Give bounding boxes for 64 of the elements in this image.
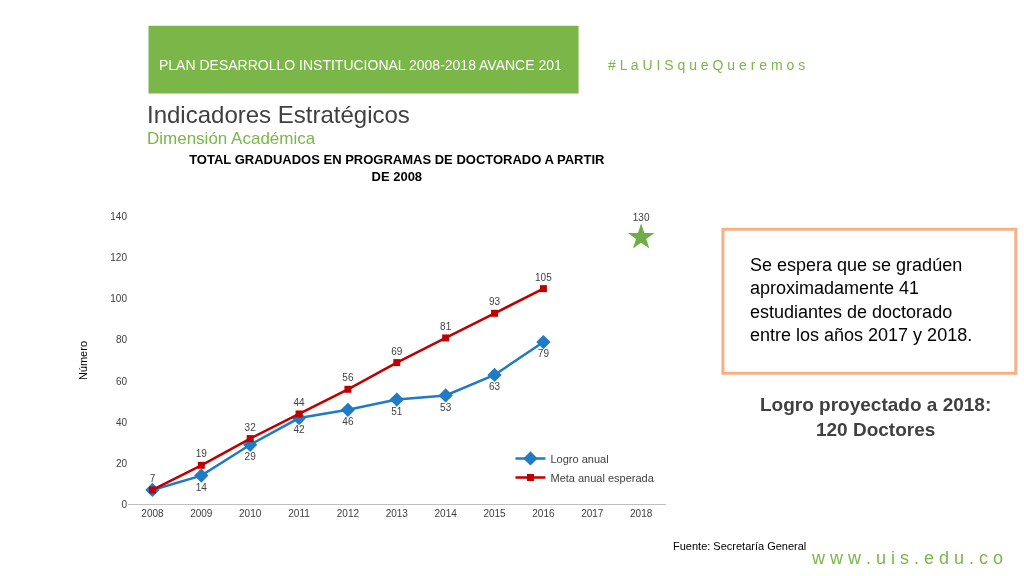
data-label: 56: [342, 372, 354, 384]
x-tick-label: 2016: [532, 508, 555, 520]
text: Dimensión Académica: [147, 129, 316, 148]
y-tick-label: 60: [115, 375, 128, 387]
chart-title: TOTAL GRADUADOS EN PROGRAMAS DE DOCTORADO A PARTIR DE 2008: [189, 152, 606, 185]
text: Indicadores Estratégicos: [147, 101, 410, 128]
y-tick-label: 120: [110, 252, 128, 264]
y-tick-label: 80: [115, 334, 128, 346]
data-label: 32: [244, 421, 257, 433]
data-label: 81: [440, 321, 452, 333]
y-tick-label: 100: [110, 293, 128, 305]
point: [438, 388, 453, 403]
text: Se espera que se gradúen aproximadamente 41 estudiantes de doctorado entre los años 2017 y 2018.: [750, 255, 973, 346]
point: [627, 223, 655, 249]
x-tick-label: 2014: [434, 508, 458, 520]
point: [197, 461, 205, 469]
source-note: Fuente: Secretaría General: [673, 540, 807, 552]
data-label: 130: [632, 212, 650, 224]
data-label: 53: [440, 401, 452, 413]
point: [246, 435, 254, 443]
point: [344, 385, 352, 393]
x-tick-label: 2013: [385, 508, 409, 520]
data-label: 7: [149, 473, 156, 485]
x-tick-label: 2018: [630, 508, 653, 520]
y-tick-label: 0: [121, 498, 128, 510]
text: # L a U I S q u e Q u e r e m o s: [608, 57, 806, 73]
x-tick-label: 2009: [190, 508, 213, 520]
x-tick-label: 2012: [336, 508, 360, 520]
data-label: 19: [195, 448, 208, 460]
point: [194, 468, 209, 483]
x-tick-label: 2008: [141, 508, 164, 520]
text: w w w . u i s . e d u . c o: [811, 548, 1004, 568]
x-tick-label: 2017: [581, 508, 604, 520]
point: [393, 359, 401, 367]
y-tick-label: 140: [110, 211, 128, 223]
point: [295, 410, 303, 418]
point: [442, 334, 450, 342]
y-tick-label: 20: [115, 457, 128, 469]
data-label: 63: [488, 381, 501, 393]
x-tick-label: 2015: [483, 508, 507, 520]
data-label: 69: [391, 345, 403, 357]
point: [389, 392, 404, 407]
y-axis-title: Número: [76, 340, 89, 381]
x-tick-label: 2011: [288, 508, 311, 520]
text: PLAN DESARROLLO INSTITUCIONAL 2008-2018 AVANCE 201: [159, 57, 563, 73]
point: [340, 402, 356, 417]
legend-label: Logro anual: [550, 452, 609, 465]
data-label: 29: [244, 451, 257, 463]
data-label: 79: [537, 348, 550, 360]
data-label: 51: [391, 405, 403, 417]
point: [491, 309, 499, 317]
data-label: 93: [488, 296, 501, 308]
data-label: 14: [195, 481, 208, 493]
data-label: 44: [293, 397, 306, 409]
data-label: 46: [342, 416, 354, 428]
data-label: 105: [535, 271, 553, 283]
y-tick-label: 40: [115, 416, 128, 428]
text: Logro proyectado a 2018: 120 Doctores: [760, 394, 992, 440]
legend-label: Meta anual esperada: [550, 471, 655, 484]
data-label: 42: [293, 424, 306, 436]
point: [487, 367, 502, 383]
point: [539, 285, 547, 293]
point: [536, 334, 551, 350]
x-tick-label: 2010: [239, 508, 262, 520]
